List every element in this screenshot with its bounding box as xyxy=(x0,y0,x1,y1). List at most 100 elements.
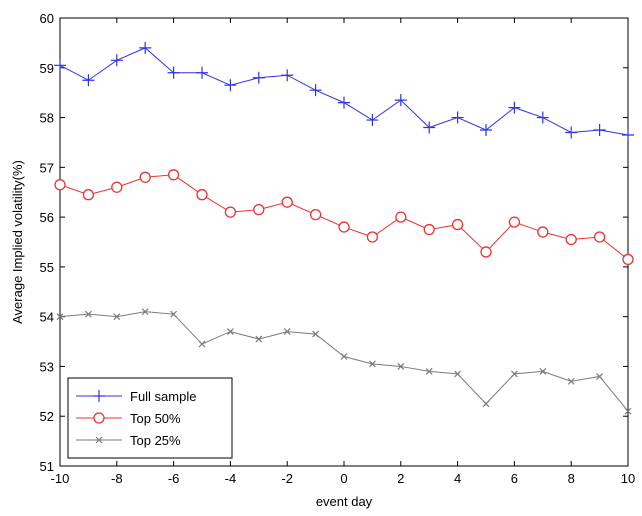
data-point-full-sample xyxy=(593,124,606,136)
y-tick-label: 58 xyxy=(40,111,54,126)
data-point-full-sample xyxy=(622,128,634,141)
data-point-top-25 xyxy=(482,400,490,408)
data-point-top-50 xyxy=(622,253,634,266)
y-tick-label: 59 xyxy=(40,61,54,76)
data-point-top-50 xyxy=(281,196,293,208)
series-top-50 xyxy=(54,169,634,266)
data-point-top-25 xyxy=(226,328,234,336)
data-point-top-50 xyxy=(224,206,237,218)
data-point-full-sample xyxy=(167,66,180,79)
series-group xyxy=(54,41,634,415)
x-tick-label: -10 xyxy=(51,471,70,486)
data-point-top-50 xyxy=(253,203,265,216)
legend: Full sample Top 50% Top 25% xyxy=(67,377,233,459)
data-point-full-sample xyxy=(196,66,208,79)
data-point-full-sample xyxy=(508,101,521,114)
data-point-top-50 xyxy=(309,208,322,221)
data-point-full-sample xyxy=(394,94,407,107)
data-point-top-25 xyxy=(510,370,518,378)
y-tick-label: 57 xyxy=(40,160,54,175)
data-point-top-50 xyxy=(423,223,435,236)
data-point-top-50 xyxy=(196,189,208,201)
legend-entry-top-50: Top 50% xyxy=(76,411,181,426)
data-point-full-sample xyxy=(536,111,549,124)
data-point-full-sample xyxy=(565,126,578,139)
data-point-top-50 xyxy=(395,211,407,223)
data-point-top-50 xyxy=(480,246,492,258)
data-point-top-50 xyxy=(508,216,521,228)
series-full-sample xyxy=(54,41,634,141)
x-tick-label: -8 xyxy=(111,471,123,486)
data-point-full-sample xyxy=(139,41,152,54)
data-point-top-50 xyxy=(111,181,123,193)
data-point-full-sample xyxy=(82,74,95,87)
axis-ticks: -10 -8 -6 -4 -2 0 2 4 6 8 10 51 52 53 54 55 56 57 58 59 60 xyxy=(40,11,636,486)
data-point-top-50 xyxy=(537,226,549,238)
x-tick-label: 6 xyxy=(511,471,518,486)
data-point-top-25 xyxy=(113,313,121,321)
legend-entry-full-sample: Full sample xyxy=(76,389,196,404)
x-tick-label: 0 xyxy=(340,471,347,486)
data-point-full-sample xyxy=(451,111,464,124)
y-tick-label: 52 xyxy=(40,409,54,424)
x-tick-label: 10 xyxy=(621,471,635,486)
data-point-top-25 xyxy=(255,335,263,343)
data-point-top-50 xyxy=(451,218,464,231)
legend-marker-top-25 xyxy=(95,436,103,444)
data-point-full-sample xyxy=(54,59,66,72)
data-point-top-50 xyxy=(167,169,180,181)
data-point-full-sample xyxy=(366,114,379,127)
data-point-full-sample xyxy=(252,71,265,84)
legend-marker-top-50 xyxy=(93,412,105,424)
data-point-top-25 xyxy=(539,367,547,375)
data-point-top-25 xyxy=(198,340,206,348)
data-point-top-50 xyxy=(54,179,66,191)
y-tick-label: 60 xyxy=(40,11,54,26)
y-tick-label: 55 xyxy=(40,260,54,275)
x-tick-label: -6 xyxy=(168,471,180,486)
x-tick-label: 8 xyxy=(568,471,575,486)
data-point-top-25 xyxy=(283,328,291,336)
y-tick-label: 53 xyxy=(40,359,54,374)
data-point-top-25 xyxy=(368,360,376,368)
y-axis-label: Average Implied volatility(%) xyxy=(10,160,25,324)
data-point-top-50 xyxy=(82,189,95,201)
data-point-top-25 xyxy=(56,313,64,321)
data-point-top-50 xyxy=(338,221,350,233)
data-point-top-25 xyxy=(596,372,604,380)
y-tick-label: 56 xyxy=(40,210,54,225)
x-axis-label: event day xyxy=(316,494,373,509)
data-point-top-25 xyxy=(141,308,149,316)
data-point-full-sample xyxy=(309,84,322,97)
x-tick-label: 2 xyxy=(397,471,404,486)
data-point-full-sample xyxy=(110,54,123,67)
data-point-top-50 xyxy=(366,231,379,243)
data-point-top-25 xyxy=(624,407,632,415)
data-point-full-sample xyxy=(224,79,237,92)
data-point-full-sample xyxy=(423,121,436,134)
legend-entry-top-25: Top 25% xyxy=(76,433,181,448)
data-point-top-25 xyxy=(340,353,348,360)
data-point-full-sample xyxy=(338,96,350,109)
data-point-full-sample xyxy=(281,69,294,82)
data-point-top-25 xyxy=(567,377,575,385)
data-point-top-50 xyxy=(139,171,151,183)
series-top-25 xyxy=(56,308,632,415)
data-point-top-25 xyxy=(425,367,433,375)
legend-label-top-25: Top 25% xyxy=(130,433,181,448)
data-point-top-50 xyxy=(593,231,606,243)
data-point-full-sample xyxy=(480,124,492,136)
legend-label-full-sample: Full sample xyxy=(130,389,196,404)
legend-label-top-50: Top 50% xyxy=(130,411,181,426)
x-tick-label: -4 xyxy=(225,471,237,486)
data-point-top-25 xyxy=(170,310,178,318)
x-tick-label: -2 xyxy=(281,471,293,486)
y-tick-label: 51 xyxy=(40,459,54,474)
x-tick-label: 4 xyxy=(454,471,461,486)
y-tick-label: 54 xyxy=(40,310,54,325)
legend-marker-full-sample xyxy=(93,390,105,402)
data-point-top-25 xyxy=(312,330,320,338)
data-point-top-25 xyxy=(454,370,462,378)
data-point-top-25 xyxy=(84,310,92,318)
